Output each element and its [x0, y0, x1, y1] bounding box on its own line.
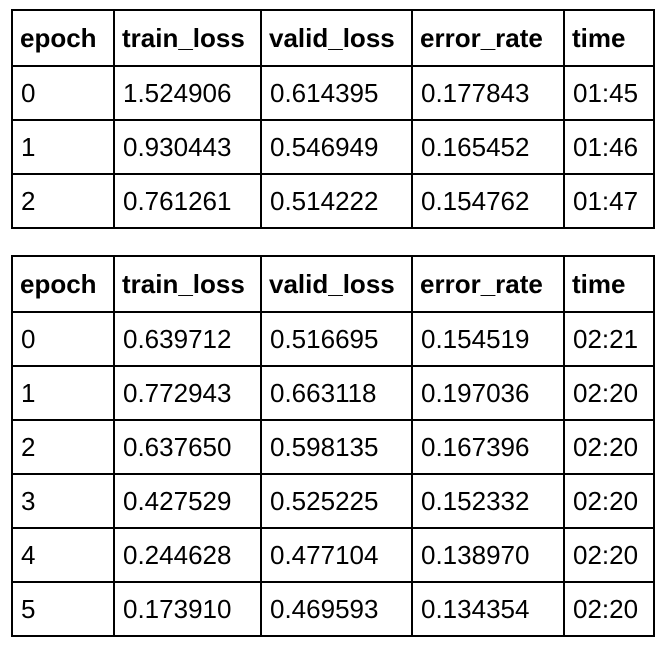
cell-epoch: 0: [11, 65, 115, 121]
cell-valid-loss: 0.477104: [260, 527, 413, 583]
cell-time: 01:46: [563, 119, 655, 175]
table-row: 0 1.524906 0.614395 0.177843 01:45: [11, 65, 655, 121]
table-row: 5 0.173910 0.469593 0.134354 02:20: [11, 581, 655, 637]
cell-valid-loss: 0.598135: [260, 419, 413, 475]
header-error-rate: error_rate: [411, 255, 565, 313]
header-epoch: epoch: [11, 9, 115, 67]
header-row: epoch train_loss valid_loss error_rate t…: [11, 9, 655, 67]
table-row: 3 0.427529 0.525225 0.152332 02:20: [11, 473, 655, 529]
cell-error-rate: 0.154519: [411, 311, 565, 367]
cell-error-rate: 0.167396: [411, 419, 565, 475]
header-error-rate: error_rate: [411, 9, 565, 67]
cell-epoch: 1: [11, 119, 115, 175]
table-row: 0 0.639712 0.516695 0.154519 02:21: [11, 311, 655, 367]
header-train-loss: train_loss: [113, 255, 262, 313]
cell-valid-loss: 0.525225: [260, 473, 413, 529]
cell-epoch: 4: [11, 527, 115, 583]
cell-time: 02:20: [563, 581, 655, 637]
cell-valid-loss: 0.469593: [260, 581, 413, 637]
cell-error-rate: 0.197036: [411, 365, 565, 421]
cell-train-loss: 1.524906: [113, 65, 262, 121]
cell-time: 02:20: [563, 419, 655, 475]
cell-epoch: 5: [11, 581, 115, 637]
cell-train-loss: 0.427529: [113, 473, 262, 529]
header-valid-loss: valid_loss: [260, 9, 413, 67]
training-results-table-2: epoch train_loss valid_loss error_rate t…: [11, 255, 655, 637]
header-time: time: [563, 255, 655, 313]
training-results-table-1: epoch train_loss valid_loss error_rate t…: [11, 9, 655, 229]
header-time: time: [563, 9, 655, 67]
cell-time: 02:20: [563, 473, 655, 529]
header-valid-loss: valid_loss: [260, 255, 413, 313]
table-row: 2 0.761261 0.514222 0.154762 01:47: [11, 173, 655, 229]
table-row: 1 0.930443 0.546949 0.165452 01:46: [11, 119, 655, 175]
header-epoch: epoch: [11, 255, 115, 313]
cell-valid-loss: 0.663118: [260, 365, 413, 421]
cell-train-loss: 0.173910: [113, 581, 262, 637]
cell-time: 02:21: [563, 311, 655, 367]
cell-train-loss: 0.639712: [113, 311, 262, 367]
cell-error-rate: 0.152332: [411, 473, 565, 529]
cell-valid-loss: 0.516695: [260, 311, 413, 367]
cell-time: 01:47: [563, 173, 655, 229]
cell-time: 02:20: [563, 527, 655, 583]
cell-valid-loss: 0.546949: [260, 119, 413, 175]
cell-error-rate: 0.177843: [411, 65, 565, 121]
cell-valid-loss: 0.514222: [260, 173, 413, 229]
cell-epoch: 1: [11, 365, 115, 421]
cell-error-rate: 0.165452: [411, 119, 565, 175]
cell-train-loss: 0.637650: [113, 419, 262, 475]
table-row: 1 0.772943 0.663118 0.197036 02:20: [11, 365, 655, 421]
cell-epoch: 0: [11, 311, 115, 367]
table-row: 4 0.244628 0.477104 0.138970 02:20: [11, 527, 655, 583]
cell-valid-loss: 0.614395: [260, 65, 413, 121]
cell-error-rate: 0.154762: [411, 173, 565, 229]
table-row: 2 0.637650 0.598135 0.167396 02:20: [11, 419, 655, 475]
cell-train-loss: 0.761261: [113, 173, 262, 229]
cell-epoch: 2: [11, 419, 115, 475]
cell-time: 01:45: [563, 65, 655, 121]
cell-error-rate: 0.138970: [411, 527, 565, 583]
cell-epoch: 3: [11, 473, 115, 529]
cell-train-loss: 0.772943: [113, 365, 262, 421]
cell-train-loss: 0.930443: [113, 119, 262, 175]
cell-time: 02:20: [563, 365, 655, 421]
cell-train-loss: 0.244628: [113, 527, 262, 583]
cell-epoch: 2: [11, 173, 115, 229]
header-train-loss: train_loss: [113, 9, 262, 67]
header-row: epoch train_loss valid_loss error_rate t…: [11, 255, 655, 313]
cell-error-rate: 0.134354: [411, 581, 565, 637]
